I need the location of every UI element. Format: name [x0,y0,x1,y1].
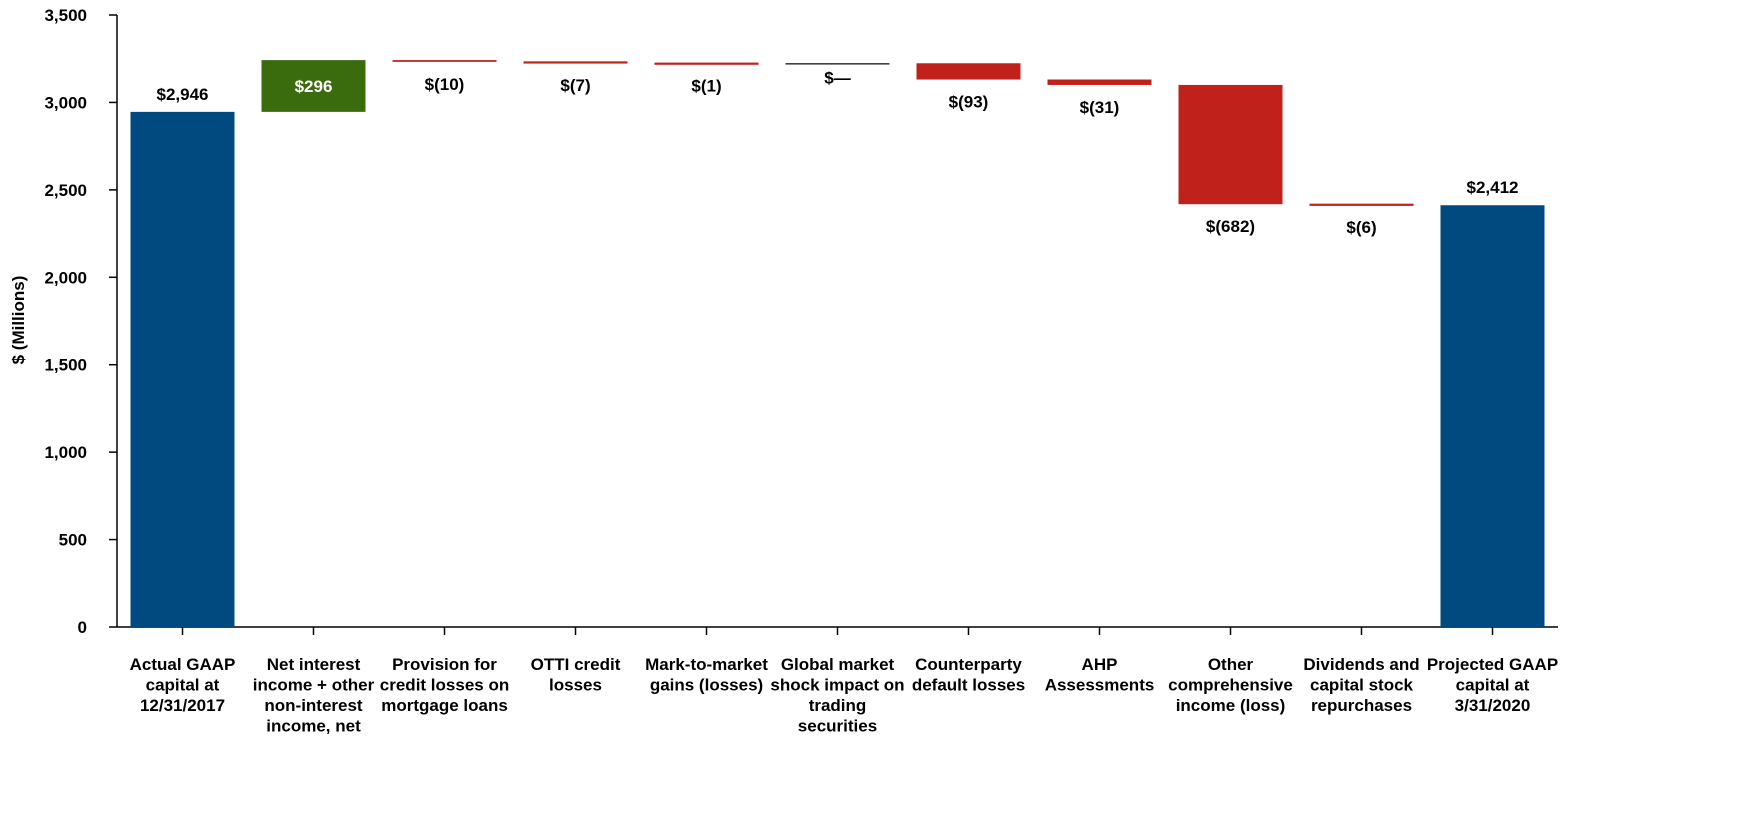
category-label: Dividends and capital stock repurchases [1303,655,1419,715]
bar-value-label: $(7) [560,76,590,95]
bar-value-label: $(93) [949,93,989,112]
waterfall-bar [916,63,1021,80]
bar-value-label: $2,946 [157,85,209,104]
y-tick-label: 2,000 [44,268,87,287]
waterfall-bar [1440,205,1545,627]
y-axis: 0 500 1,000 1,500 2,000 2,500 3,000 3,500 [44,6,118,637]
category-label: Other comprehensive income (loss) [1168,655,1293,715]
y-tick-label: 1,000 [44,443,87,462]
category-label: Net interest income + other non-interest in… [253,655,375,736]
y-tick-label: 0 [78,618,87,637]
category-label: Mark-to-market gains (losses) [645,655,768,695]
y-tick-label: 3,000 [44,93,87,112]
bar-value-label: $(10) [425,75,465,94]
bar-value-label: $(6) [1346,218,1376,237]
bar-value-label: $2,412 [1467,178,1519,197]
y-axis-title: $ (Millions) [9,276,28,365]
waterfall-bar [785,63,890,65]
y-tick-label: 3,500 [44,6,87,25]
bar-value-label: $296 [295,77,333,96]
bars [130,60,1545,628]
category-label: OTTI credit losses [531,655,621,695]
x-axis [117,626,1558,635]
category-label: Projected GAAP capital at 3/31/2020 [1427,655,1558,715]
bar-value-label: $(31) [1080,98,1120,117]
category-label: Actual GAAP capital at 12/31/2017 [130,655,236,715]
category-label: Global market shock impact on trading secur… [770,655,904,736]
y-tick-label: 500 [59,531,87,550]
waterfall-bar [392,60,497,62]
waterfall-bar [1309,203,1414,206]
bar-value-label: $(682) [1206,217,1255,236]
category-label: AHP Assessments [1045,655,1155,695]
waterfall-bar [261,60,366,112]
category-labels: Actual GAAP capital at 12/31/2017 Net inter… [130,655,1559,736]
y-tick-label: 2,500 [44,181,87,200]
category-label: Counterparty default losses [912,655,1025,695]
bar-value-label: $(1) [691,76,721,95]
bar-value-label: $— [824,68,850,87]
waterfall-bar [130,111,235,628]
y-tick-label: 1,500 [44,356,87,375]
category-label: Provision for credit losses on mortgage lo… [380,655,509,715]
data-labels: $2,946 $296 $(10) $(7) $(1) $— $(93) $(31) $(682… [157,68,1519,237]
waterfall-bar [523,61,628,64]
waterfall-bar [1047,79,1152,85]
waterfall-bar [1178,84,1283,205]
waterfall-bar [654,62,759,65]
